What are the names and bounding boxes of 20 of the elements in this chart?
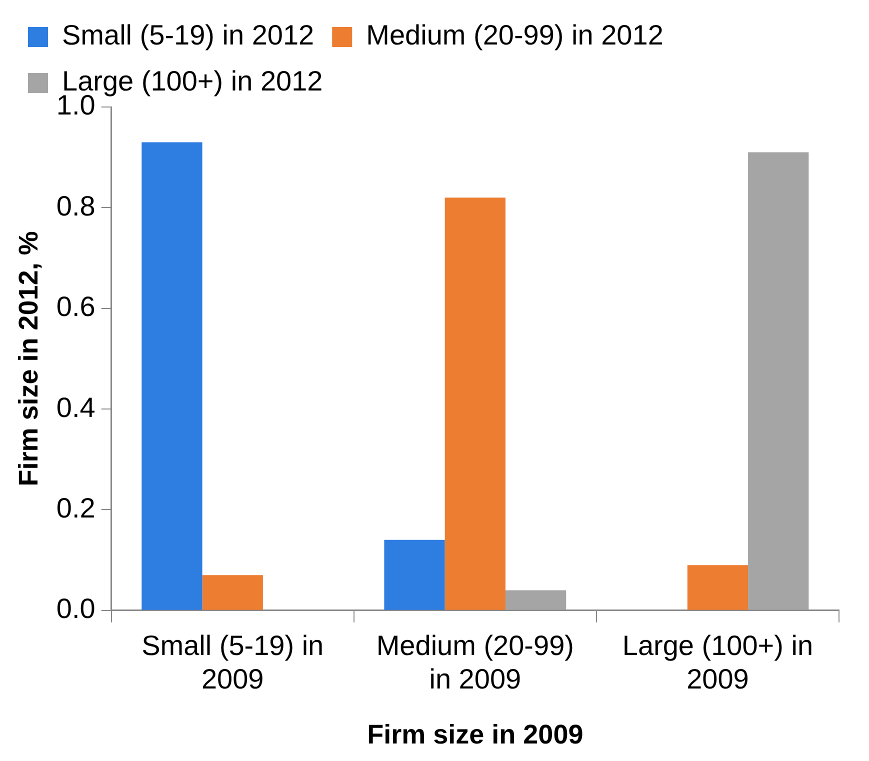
y-tick-label: 0.0	[56, 593, 96, 624]
y-tick-label: 0.8	[56, 190, 96, 222]
legend-label: Small (5-19) in 2012	[62, 20, 314, 51]
bar	[444, 198, 506, 610]
bar	[505, 590, 566, 610]
bar	[142, 142, 202, 610]
bar	[384, 540, 445, 610]
y-tick-label: 0.4	[56, 392, 96, 423]
y-tick-label: 0.2	[56, 492, 96, 524]
y-axis-title: Firm size in 2012, %	[14, 231, 44, 486]
legend-label: Medium (20-99) in 2012	[366, 20, 664, 51]
bar	[687, 565, 748, 610]
bar	[202, 575, 263, 610]
y-tick-label: 1.0	[56, 90, 96, 121]
x-tick-label: Small (5-19) in 2009	[142, 630, 324, 695]
y-tick-label: 0.6	[56, 291, 96, 322]
x-tick-label: Large (100+) in 2009	[622, 630, 814, 695]
x-axis-title: Firm size in 2009	[367, 719, 584, 750]
bar	[748, 152, 809, 610]
x-tick-label: Medium (20-99) in 2009	[376, 630, 574, 695]
